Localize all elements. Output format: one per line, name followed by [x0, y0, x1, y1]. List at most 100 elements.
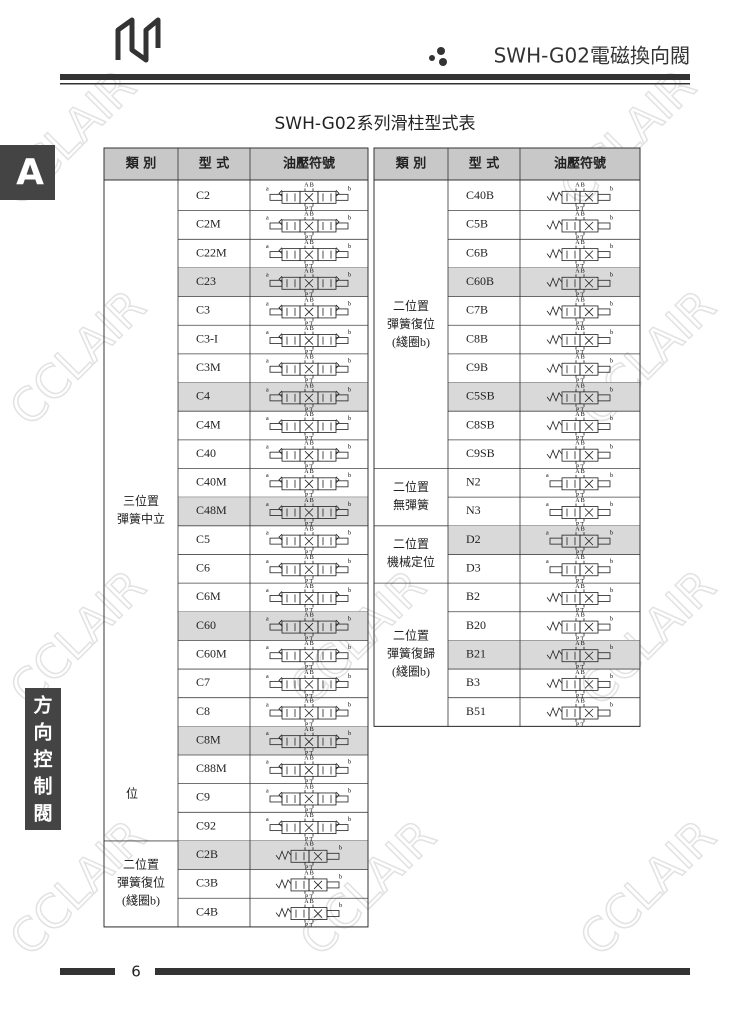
model: C3-I — [196, 331, 218, 345]
column-header: 油壓符號 — [283, 156, 335, 172]
symbol-label: a — [266, 273, 269, 279]
solenoid — [597, 480, 611, 488]
symbol-label: P T — [305, 207, 314, 213]
symbol-label: A B — [575, 383, 585, 389]
solenoid — [549, 480, 563, 488]
symbol-label: a — [266, 215, 269, 221]
solenoid — [269, 709, 283, 717]
solenoid — [269, 279, 283, 287]
symbol-label: A B — [304, 756, 314, 762]
symbol-label: A B — [575, 555, 585, 561]
symbol-box — [317, 248, 337, 262]
symbol-flow — [304, 450, 314, 460]
symbol-label: A B — [575, 183, 585, 189]
solenoid — [269, 623, 283, 631]
symbol-label: A B — [304, 870, 314, 876]
symbol-box — [281, 420, 301, 433]
model: C3B — [196, 876, 218, 890]
symbol-flow — [304, 708, 314, 718]
symbol-flow — [584, 508, 594, 517]
table-border — [373, 147, 641, 727]
symbol-label: b — [348, 359, 351, 365]
table-header — [103, 147, 369, 181]
spring — [335, 275, 340, 283]
symbol-flow — [304, 737, 314, 746]
solenoid — [269, 595, 283, 602]
page-number: 6 — [131, 963, 141, 981]
symbol-label: P T — [576, 608, 585, 614]
symbol-flow — [584, 221, 594, 231]
symbol-box — [290, 878, 310, 892]
spring — [278, 619, 283, 627]
model: D3 — [466, 561, 481, 575]
solenoid — [597, 566, 611, 574]
solenoid — [269, 566, 283, 574]
spring — [335, 734, 340, 741]
symbol-label: A B — [304, 555, 314, 561]
solenoid — [269, 537, 283, 545]
model: C9 — [196, 790, 210, 804]
symbol-label: P T — [576, 551, 585, 557]
symbol-flow — [584, 250, 594, 259]
symbol-label: A B — [304, 698, 314, 704]
spring — [335, 562, 340, 570]
symbol-label: P T — [305, 493, 314, 499]
solenoid — [335, 279, 349, 287]
symbol-label: b — [348, 473, 351, 479]
table-header — [373, 147, 641, 181]
spring — [335, 218, 340, 226]
solenoid — [549, 509, 563, 516]
symbol-label: P T — [576, 694, 585, 700]
symbol-label: b — [339, 874, 342, 880]
solenoid — [335, 738, 349, 746]
symbol-label: b — [348, 215, 351, 221]
solenoid — [326, 910, 340, 917]
solenoid — [335, 709, 349, 717]
solenoid — [335, 623, 349, 631]
symbol-box — [317, 334, 337, 347]
model: B2 — [466, 589, 480, 603]
solenoid — [597, 251, 611, 259]
solenoid — [335, 423, 349, 430]
symbol-label: P T — [576, 407, 585, 413]
model: C48M — [196, 503, 227, 517]
spring — [278, 304, 283, 312]
symbol-label: A B — [575, 297, 585, 303]
symbol-box — [561, 477, 581, 491]
model: C4M — [196, 417, 221, 431]
symbol-label: P T — [305, 722, 314, 728]
solenoid — [335, 566, 349, 574]
symbol-label: A B — [304, 383, 314, 389]
section-tab-label: A — [16, 152, 44, 193]
symbol-label: b — [610, 215, 613, 221]
header-rule — [60, 74, 690, 80]
symbol-box — [561, 420, 581, 433]
symbol-box — [281, 219, 301, 233]
symbol-label: a — [266, 702, 269, 708]
model: B3 — [466, 675, 480, 689]
symbol-label: b — [348, 588, 351, 594]
symbol-flow — [304, 336, 314, 345]
model: C6B — [466, 245, 488, 259]
symbol-flow — [584, 307, 594, 317]
symbol-label: A B — [575, 269, 585, 275]
symbol-label: b — [348, 387, 351, 393]
symbol-flow — [304, 594, 314, 603]
spring — [335, 304, 340, 312]
spring — [335, 476, 340, 484]
symbol-flow — [584, 450, 594, 460]
spring — [546, 649, 563, 660]
model: C5SB — [466, 389, 495, 403]
symbol-label: P T — [305, 751, 314, 757]
symbol-label: A B — [575, 698, 585, 704]
model: C7 — [196, 675, 210, 689]
model: N2 — [466, 475, 481, 489]
spring — [546, 449, 563, 460]
symbol-label: b — [348, 301, 351, 307]
spring — [335, 705, 340, 713]
symbol-label: P T — [576, 293, 585, 299]
solenoid — [269, 509, 283, 516]
solenoid — [335, 251, 349, 259]
spring — [335, 591, 340, 598]
spring — [546, 248, 563, 259]
